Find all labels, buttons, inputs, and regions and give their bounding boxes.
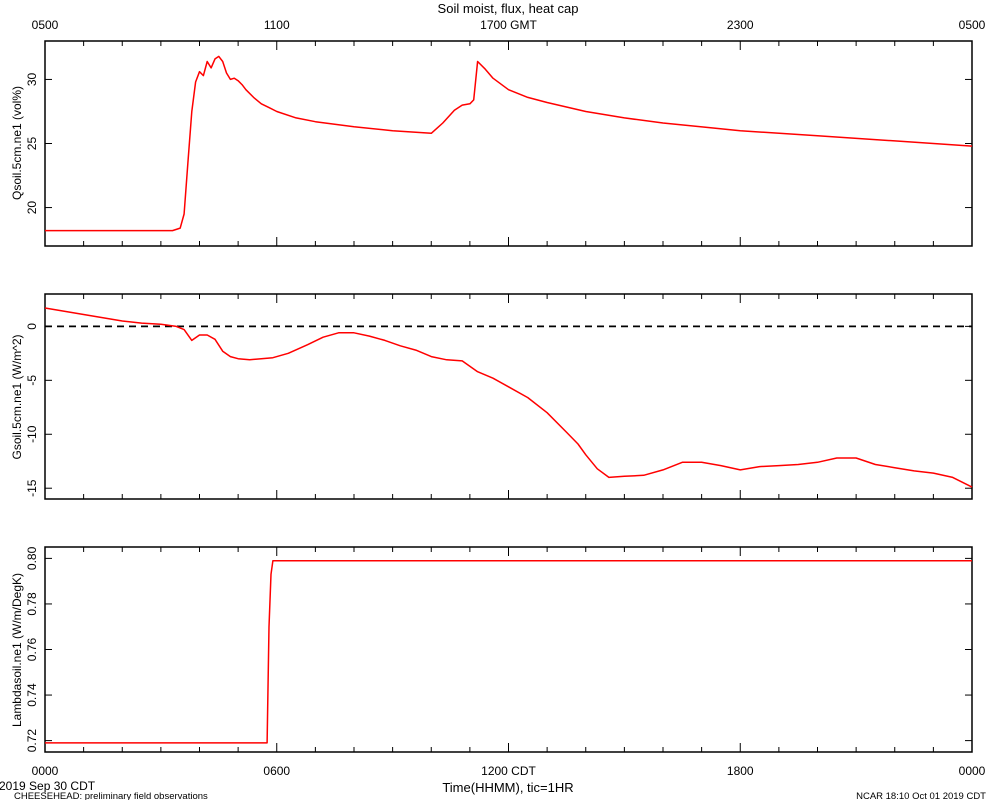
soil-heat-flux-panel: Gsoil.5cm.ne1 (W/m^2) 0 -5 -10 -15 [10,293,973,500]
soil-heat-flux-ylabel: Gsoil.5cm.ne1 (W/m^2) [10,335,24,460]
panel-frame [44,546,973,753]
soil-moisture-panel: Qsoil.5cm.ne1 (vol%) 20 25 30 [10,40,973,247]
thermal-conductivity-ylabel: Lambdasoil.ne1 (W/m/DegK) [10,573,24,727]
time-tick-label: 0600 [263,764,290,778]
time-tick-label: 0000 [959,764,986,778]
series-line [45,55,973,232]
top-axis-ticks: 0500 1100 1700 GMT 2300 0500 [32,18,986,32]
thermal-conductivity-panel: Lambdasoil.ne1 (W/m/DegK) 0.72 0.74 0.76 0.… [10,546,973,753]
y-tick-label: 0.74 [25,683,39,707]
soil-moisture-ylabel: Qsoil.5cm.ne1 (vol%) [10,86,24,200]
time-tick-label: 1200 CDT [481,764,536,778]
time-tick-label: 0000 [32,764,59,778]
time-tick-label: 1100 [264,18,290,32]
chart-title: Soil moist, flux, heat cap [438,1,579,16]
y-tick-label: 0.72 [25,729,39,753]
bottom-axis-ticks: 0000 0600 1200 CDT 1800 0000 [32,764,986,778]
time-tick-label: 1700 GMT [480,18,537,32]
y-tick-label: 25 [25,137,39,151]
credit-label: NCAR 18:10 Oct 01 2019 CDT [856,791,986,800]
series-line [44,307,973,488]
project-label: CHEESEHEAD: preliminary field observatio… [14,791,208,800]
time-tick-label: 0500 [959,18,986,32]
y-tick-label: -10 [25,425,39,443]
y-tick-label: 0.78 [25,592,39,616]
y-tick-label: -5 [25,375,39,386]
x-axis-label: Time(HHMM), tic=1HR [442,780,573,795]
y-tick-label: 0 [25,323,39,330]
time-tick-label: 2300 [727,18,754,32]
y-tick-label: 0.76 [25,637,39,661]
y-tick-label: 0.80 [25,546,39,570]
y-tick-label: 30 [25,72,39,86]
panel-frame [44,293,973,500]
series-line [45,559,972,744]
time-tick-label: 1800 [727,764,754,778]
time-tick-label: 0500 [32,18,59,32]
date-label: 2019 Sep 30 CDT [0,779,96,793]
y-tick-label: 20 [25,201,39,215]
y-tick-label: -15 [25,479,39,497]
